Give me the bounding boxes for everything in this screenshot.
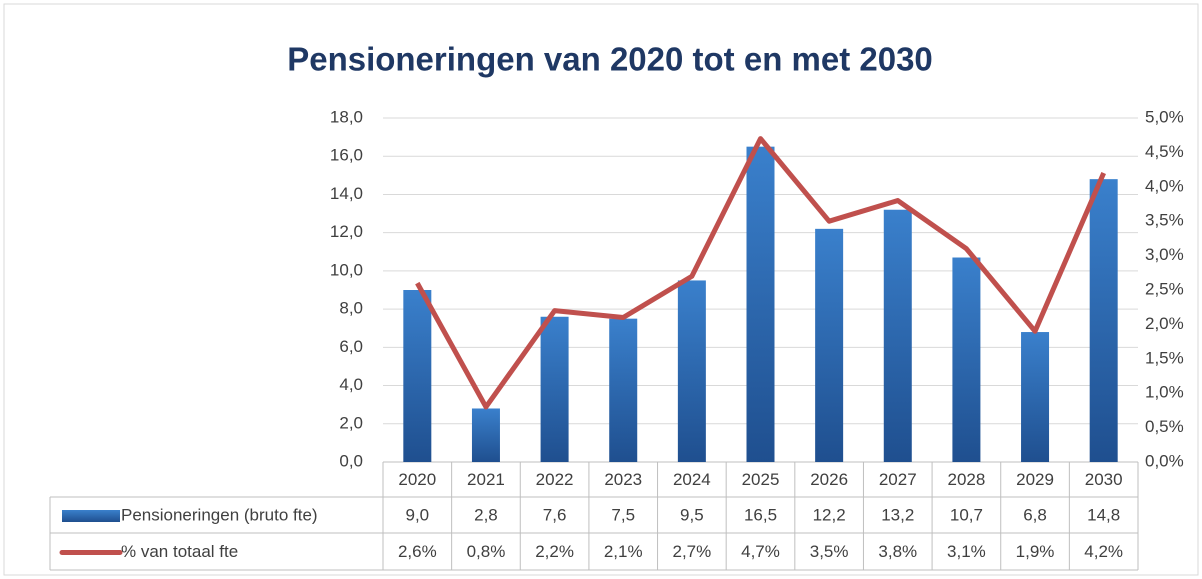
y2-tick-label: 2,0% [1145, 314, 1184, 333]
y-tick-label: 2,0 [339, 413, 363, 432]
table-value: 0,8% [467, 542, 506, 561]
y2-tick-label: 4,5% [1145, 142, 1184, 161]
table-value: 3,1% [947, 542, 986, 561]
table-value: 12,2 [813, 505, 846, 524]
table-value: 9,5 [680, 505, 704, 524]
y-tick-label: 12,0 [330, 222, 363, 241]
table-value: 2,2% [535, 542, 574, 561]
y-tick-label: 14,0 [330, 184, 363, 203]
legend-label: % van totaal fte [121, 542, 238, 561]
y2-tick-label: 3,0% [1145, 245, 1184, 264]
table-value: 3,5% [810, 542, 849, 561]
x-tick-label: 2028 [947, 470, 985, 489]
bar [1089, 179, 1118, 462]
y-tick-label: 0,0 [339, 451, 363, 470]
table-value: 16,5 [744, 505, 777, 524]
x-tick-label: 2020 [398, 470, 436, 489]
table-value: 4,7% [741, 542, 780, 561]
table-value: 7,5 [611, 505, 635, 524]
x-tick-label: 2027 [879, 470, 917, 489]
y-tick-label: 18,0 [330, 107, 363, 126]
table-value: 6,8 [1023, 505, 1047, 524]
bar [540, 316, 569, 462]
table-value: 2,1% [604, 542, 643, 561]
y-tick-label: 10,0 [330, 260, 363, 279]
y-tick-label: 4,0 [339, 375, 363, 394]
legend-key [62, 510, 120, 522]
x-tick-label: 2024 [673, 470, 711, 489]
table-value: 3,8% [878, 542, 917, 561]
y2-tick-label: 0,5% [1145, 417, 1184, 436]
y2-tick-label: 0,0% [1145, 451, 1184, 470]
chart-border [3, 3, 1199, 576]
table-value: 2,7% [672, 542, 711, 561]
bar [746, 146, 775, 462]
y2-tick-label: 1,5% [1145, 348, 1184, 367]
y2-tick-label: 1,0% [1145, 383, 1184, 402]
y-tick-label: 8,0 [339, 299, 363, 318]
table-value: 10,7 [950, 505, 983, 524]
bar [471, 408, 500, 462]
bar [1021, 332, 1050, 462]
chart-title: Pensioneringen van 2020 tot en met 2030 [287, 41, 933, 78]
table-value: 7,6 [543, 505, 567, 524]
bar [815, 228, 844, 462]
x-tick-label: 2030 [1085, 470, 1123, 489]
table-value: 2,8 [474, 505, 498, 524]
bar [952, 257, 981, 462]
x-tick-label: 2021 [467, 470, 505, 489]
table-value: 14,8 [1087, 505, 1120, 524]
table-value: 4,2% [1084, 542, 1123, 561]
table-value: 13,2 [881, 505, 914, 524]
y2-tick-label: 4,0% [1145, 176, 1184, 195]
table-value: 2,6% [398, 542, 437, 561]
bar [883, 209, 912, 462]
bar [609, 318, 638, 462]
table-value: 9,0 [405, 505, 429, 524]
y-tick-label: 6,0 [339, 337, 363, 356]
x-tick-label: 2025 [742, 470, 780, 489]
table-value: 1,9% [1016, 542, 1055, 561]
y2-tick-label: 2,5% [1145, 279, 1184, 298]
y-tick-label: 16,0 [330, 146, 363, 165]
x-tick-label: 2023 [604, 470, 642, 489]
x-tick-label: 2026 [810, 470, 848, 489]
y2-tick-label: 3,5% [1145, 211, 1184, 230]
line [415, 136, 1106, 410]
y2-tick-label: 5,0% [1145, 107, 1184, 126]
bar [677, 280, 706, 462]
x-tick-label: 2029 [1016, 470, 1054, 489]
legend-label: Pensioneringen (bruto fte) [121, 505, 318, 524]
x-tick-label: 2022 [536, 470, 574, 489]
bar [403, 290, 432, 462]
